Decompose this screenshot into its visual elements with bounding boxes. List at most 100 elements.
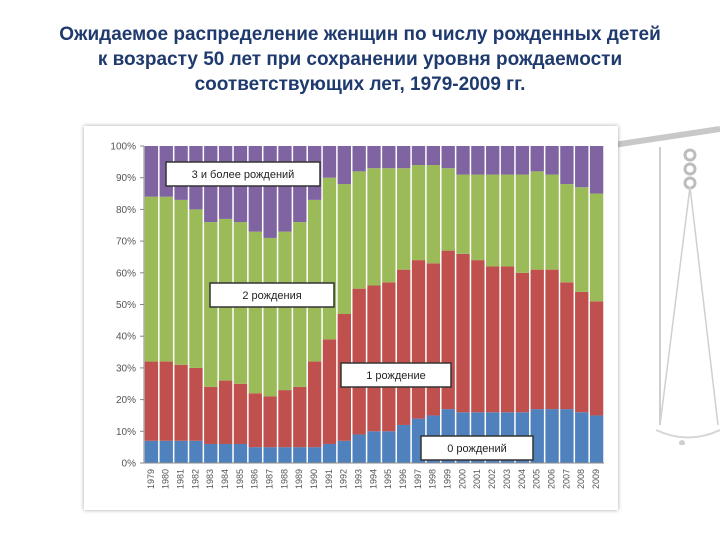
bar-1995-series-1: [382, 282, 396, 432]
x-tick-label: 2002: [487, 469, 497, 489]
bar-1997-series-3: [411, 146, 426, 166]
bar-2002-series-3: [486, 146, 500, 175]
inline-label-box: [165, 161, 321, 187]
y-tick-label: 90%: [116, 173, 136, 184]
y-tick-label: 80%: [116, 205, 136, 216]
bar-1995-series-0: [382, 431, 396, 463]
bar-2005-series-3: [530, 146, 544, 172]
bar-2009-series-0: [589, 415, 604, 463]
x-tick-label: 1980: [161, 469, 171, 489]
bar-1981-series-1: [174, 364, 188, 441]
y-tick-label: 20%: [116, 395, 136, 406]
bar-1980-series-0: [159, 440, 173, 463]
bar-1992-series-2: [337, 184, 351, 315]
bar-1996-series-0: [397, 424, 411, 463]
chart-container: 0% 10% 20% 30% 40% 50% 60% 70% 80% 90% 100% 1979 19…: [84, 126, 618, 510]
x-tick-label: 1990: [309, 469, 319, 489]
x-tick-label: 1999: [443, 469, 453, 489]
bar-1994-series-2: [367, 168, 381, 286]
inline-label-text: 1 рождение: [366, 370, 426, 382]
x-tick-label: 1984: [220, 469, 230, 489]
x-tick-label: 1997: [413, 469, 423, 489]
bar-2006-series-2: [545, 174, 559, 270]
x-tick-label: 1996: [398, 469, 408, 489]
y-axis: 0% 10% 20% 30% 40% 50% 60% 70% 80% 90% 100%: [110, 142, 145, 470]
x-tick-label: 2000: [457, 469, 467, 489]
bar-1994-series-0: [367, 431, 381, 463]
bar-2000-series-1: [456, 253, 470, 413]
bar-1988-series-2: [278, 231, 292, 391]
bar-2008-series-1: [575, 291, 589, 413]
x-tick-label: 2008: [576, 469, 586, 489]
slide-title-line-3: соответствующих лет, 1979-2009 гг.: [194, 74, 526, 95]
x-axis: 1979 1980 1981 1982 1983 1984 1985 1986 1987 1988…: [144, 462, 604, 489]
bar-1997-series-2: [411, 165, 426, 261]
slide-title-line-2: к возрасту 50 лет при сохранении уровня …: [97, 49, 623, 70]
x-tick-label: 1991: [324, 469, 334, 489]
bars-layer: [144, 146, 604, 463]
y-tick-label: 10%: [116, 427, 136, 438]
bar-1990-series-2: [307, 199, 322, 362]
bar-1985-series-1: [233, 383, 248, 444]
y-tick-label: 70%: [116, 237, 136, 248]
bar-2005-series-2: [530, 171, 544, 270]
bar-2003-series-2: [500, 174, 515, 267]
x-tick-label: 1998: [428, 469, 438, 489]
bar-1998-series-3: [426, 146, 441, 166]
bar-1979-series-1: [144, 361, 159, 441]
bar-1990-series-0: [307, 447, 322, 463]
bar-1989-series-1: [293, 386, 307, 448]
y-tick-label: 0%: [122, 459, 137, 470]
bar-1996-series-1: [397, 269, 411, 425]
x-tick-label: 1979: [146, 469, 156, 489]
bar-2005-series-0: [530, 409, 544, 463]
bar-2002-series-1: [486, 266, 500, 413]
bar-2000-series-2: [456, 174, 470, 254]
inline-label-box: [209, 282, 335, 308]
slide-title-line-1: Ожидаемое распределение женщин по числу …: [59, 24, 661, 45]
inline-label-box: [420, 435, 534, 461]
x-tick-label: 2005: [532, 469, 542, 489]
bar-1980-series-2: [159, 196, 173, 362]
bar-1999-series-2: [441, 168, 455, 251]
bar-2007-series-0: [560, 409, 574, 463]
bar-1998-series-2: [426, 165, 441, 264]
y-tick-label: 100%: [110, 142, 136, 153]
bar-2008-series-2: [575, 187, 589, 292]
x-tick-label: 2003: [502, 469, 512, 489]
bar-2008-series-0: [575, 412, 589, 463]
bar-1991-series-1: [322, 339, 337, 444]
bar-1986-series-2: [248, 231, 262, 394]
bar-2003-series-3: [500, 146, 515, 175]
bar-2003-series-1: [500, 266, 515, 413]
bar-1979-series-3: [144, 146, 159, 197]
bar-1987-series-2: [263, 237, 277, 397]
bar-1990-series-1: [307, 361, 322, 448]
bar-1991-series-3: [322, 146, 337, 178]
bar-1986-series-0: [248, 447, 262, 463]
bar-1996-series-3: [397, 146, 411, 169]
inline-label-text: 2 рождения: [242, 290, 301, 302]
bar-2004-series-3: [515, 146, 530, 175]
bar-1999-series-3: [441, 146, 455, 169]
bar-1992-series-0: [337, 440, 351, 463]
bar-1981-series-2: [174, 199, 188, 365]
x-tick-label: 2001: [472, 469, 482, 489]
bar-1991-series-0: [322, 443, 337, 463]
x-tick-label: 1988: [279, 469, 289, 489]
x-tick-label: 1986: [250, 469, 260, 489]
x-tick-label: 1982: [190, 469, 200, 489]
bar-1979-series-2: [144, 196, 159, 362]
bar-1992-series-3: [337, 146, 351, 185]
bar-2007-series-1: [560, 282, 574, 410]
inline-labels: 3 и более рождений 2 рождения 1 рождение 0 …: [165, 161, 534, 461]
bar-1989-series-0: [293, 447, 307, 463]
bar-1993-series-2: [352, 171, 366, 289]
bar-1982-series-0: [189, 440, 203, 463]
bar-1995-series-2: [382, 168, 396, 283]
bar-2008-series-3: [575, 146, 589, 188]
bar-2009-series-1: [589, 301, 604, 416]
x-tick-label: 1989: [294, 469, 304, 489]
bar-1993-series-3: [352, 146, 366, 172]
bar-1988-series-0: [278, 447, 292, 463]
